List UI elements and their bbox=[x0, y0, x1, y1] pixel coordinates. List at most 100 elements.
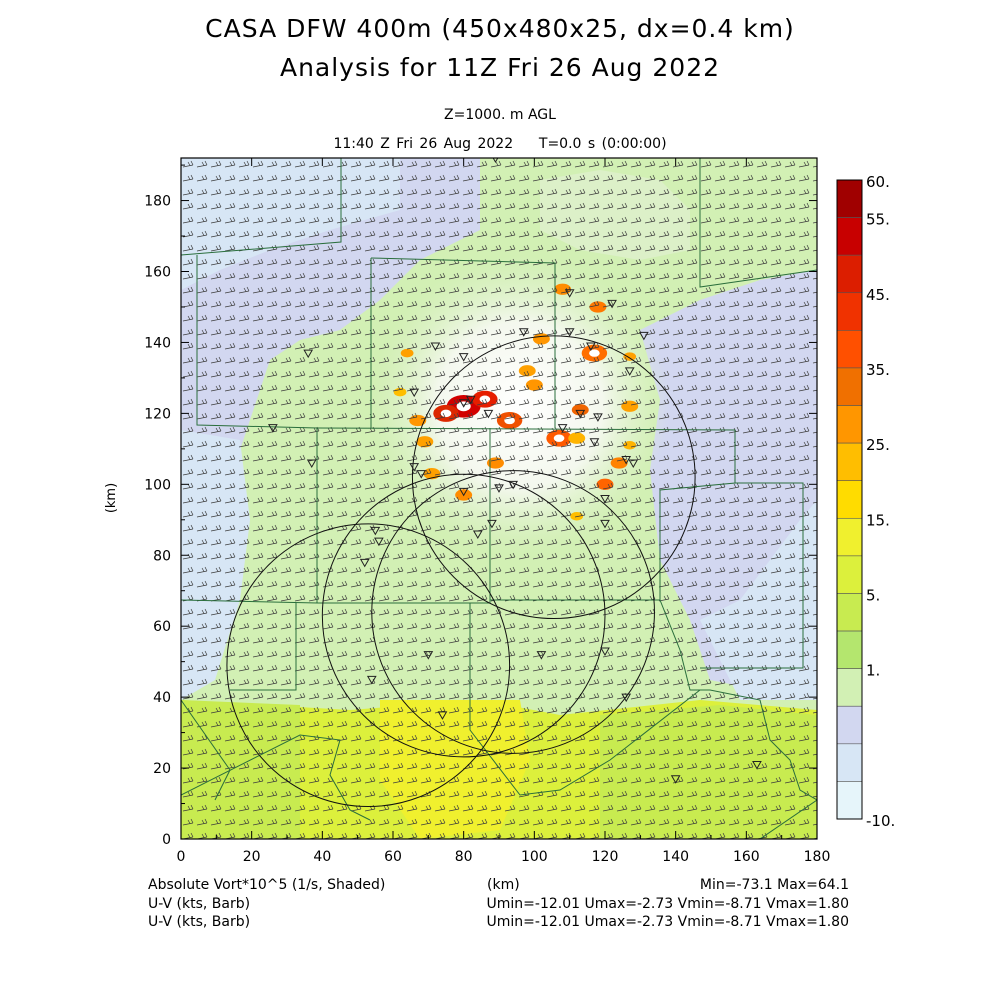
station-marker bbox=[564, 328, 575, 337]
colorbar-label: -10. bbox=[866, 812, 895, 830]
colorbar-label: 35. bbox=[866, 361, 890, 379]
barb-stats-2: Umin=-12.01 Umax=-2.73 Vmin=-8.71 Vmax=1… bbox=[486, 914, 849, 930]
station-marker bbox=[607, 299, 617, 309]
station-marker bbox=[586, 342, 596, 351]
x-axis-label: (km) bbox=[487, 877, 520, 893]
x-tick-label: 140 bbox=[662, 849, 689, 865]
map-subtitle: Analysis for 11Z Fri 26 Aug 2022 bbox=[279, 53, 721, 82]
colorbar-swatch bbox=[836, 593, 863, 632]
colorbar-swatch bbox=[836, 555, 863, 594]
vorticity-field bbox=[181, 158, 817, 839]
station-marker bbox=[409, 463, 420, 472]
colorbar-swatch bbox=[836, 217, 863, 256]
station-marker bbox=[416, 470, 427, 479]
colorbar-swatch bbox=[836, 330, 863, 369]
y-tick-label: 20 bbox=[153, 761, 171, 777]
station-marker bbox=[306, 459, 317, 469]
y-tick-label: 120 bbox=[144, 406, 171, 422]
colorbar-swatch bbox=[836, 405, 863, 444]
colorbar-label: 1. bbox=[866, 662, 880, 680]
station-marker bbox=[628, 459, 639, 469]
station-marker bbox=[508, 480, 518, 490]
barb-field-label-2: U-V (kts, Barb) bbox=[148, 914, 251, 930]
colorbar-label: 45. bbox=[866, 286, 890, 304]
colorbar-label: 5. bbox=[866, 586, 880, 604]
radar-range-ring bbox=[371, 470, 655, 754]
colorbar-swatch bbox=[836, 517, 863, 557]
colorbar-swatch bbox=[836, 630, 863, 669]
station-marker bbox=[494, 484, 504, 493]
colorbar: 60. 55. 45. 35. 25. 15. 5. 1. -10. bbox=[836, 173, 895, 830]
x-tick-label: 0 bbox=[177, 849, 186, 865]
colorbar-swatch bbox=[836, 367, 863, 406]
colorbar-swatch bbox=[836, 292, 863, 331]
radar-range-ring bbox=[226, 523, 511, 808]
station-markers bbox=[268, 158, 762, 784]
colorbar-swatch bbox=[836, 442, 863, 482]
radar-range-rings bbox=[226, 335, 696, 808]
station-marker bbox=[589, 438, 600, 447]
valid-time-label: 11:40 Z Fri 26 Aug 2022 T=0.0 s (0:00:00… bbox=[333, 136, 667, 152]
map-title: CASA DFW 400m (450x480x25, dx=0.4 km) bbox=[205, 14, 795, 43]
station-marker bbox=[458, 399, 469, 408]
station-marker bbox=[575, 409, 586, 419]
station-marker bbox=[268, 424, 278, 433]
station-marker bbox=[621, 693, 632, 703]
colorbar-label: 55. bbox=[866, 211, 890, 229]
station-marker bbox=[472, 530, 483, 539]
colorbar-label: 60. bbox=[866, 173, 890, 191]
y-tick-label: 60 bbox=[153, 619, 171, 635]
barb-field-label-1: U-V (kts, Barb) bbox=[148, 896, 251, 912]
station-marker bbox=[366, 675, 377, 685]
y-tick-label: 80 bbox=[153, 548, 171, 564]
x-tick-label: 80 bbox=[455, 849, 473, 865]
station-marker bbox=[518, 328, 529, 337]
station-marker bbox=[465, 395, 476, 405]
y-axis: 0 20 40 60 80 100 120 140 160 180 bbox=[144, 164, 817, 848]
colorbar-label: 25. bbox=[866, 436, 890, 454]
colorbar-swatch bbox=[836, 179, 863, 218]
x-tick-label: 120 bbox=[592, 849, 619, 865]
colorbar-frame bbox=[836, 179, 863, 820]
colorbar-swatch bbox=[836, 781, 863, 820]
station-marker bbox=[374, 537, 384, 547]
station-marker bbox=[564, 289, 575, 298]
x-tick-label: 60 bbox=[384, 849, 402, 865]
station-marker bbox=[483, 409, 494, 419]
y-tick-label: 180 bbox=[144, 194, 171, 210]
station-marker bbox=[600, 519, 610, 529]
y-tick-label: 40 bbox=[153, 690, 171, 706]
colorbar-swatch bbox=[836, 705, 863, 745]
colorbar-label: 15. bbox=[866, 511, 890, 529]
colorbar-swatch bbox=[836, 743, 863, 782]
station-marker bbox=[458, 353, 469, 362]
station-marker bbox=[557, 424, 568, 433]
station-marker bbox=[458, 487, 469, 497]
colorbar-swatch bbox=[836, 480, 863, 519]
x-tick-label: 20 bbox=[243, 849, 261, 865]
station-marker bbox=[303, 349, 314, 359]
min-max-label: Min=-73.1 Max=64.1 bbox=[699, 877, 849, 893]
station-marker bbox=[639, 331, 649, 341]
x-axis: 0 20 40 60 80 100 120 140 160 180 bbox=[177, 158, 831, 865]
radar-range-ring bbox=[321, 473, 606, 758]
x-tick-label: 180 bbox=[804, 849, 831, 865]
station-marker bbox=[600, 647, 610, 657]
y-tick-label: 100 bbox=[144, 477, 171, 493]
station-marker bbox=[670, 775, 681, 784]
level-label: Z=1000. m AGL bbox=[444, 107, 556, 123]
station-marker bbox=[487, 519, 497, 529]
station-marker bbox=[370, 526, 381, 536]
station-marker bbox=[359, 558, 370, 568]
station-marker bbox=[593, 413, 603, 422]
county-borders bbox=[181, 158, 817, 839]
x-tick-label: 160 bbox=[733, 849, 760, 865]
station-marker bbox=[536, 651, 547, 660]
station-marker bbox=[437, 711, 448, 720]
station-marker bbox=[409, 388, 420, 398]
colorbar-swatch bbox=[836, 254, 863, 294]
colorbar-swatch bbox=[836, 668, 863, 707]
station-marker bbox=[600, 495, 610, 504]
station-marker bbox=[752, 761, 762, 770]
